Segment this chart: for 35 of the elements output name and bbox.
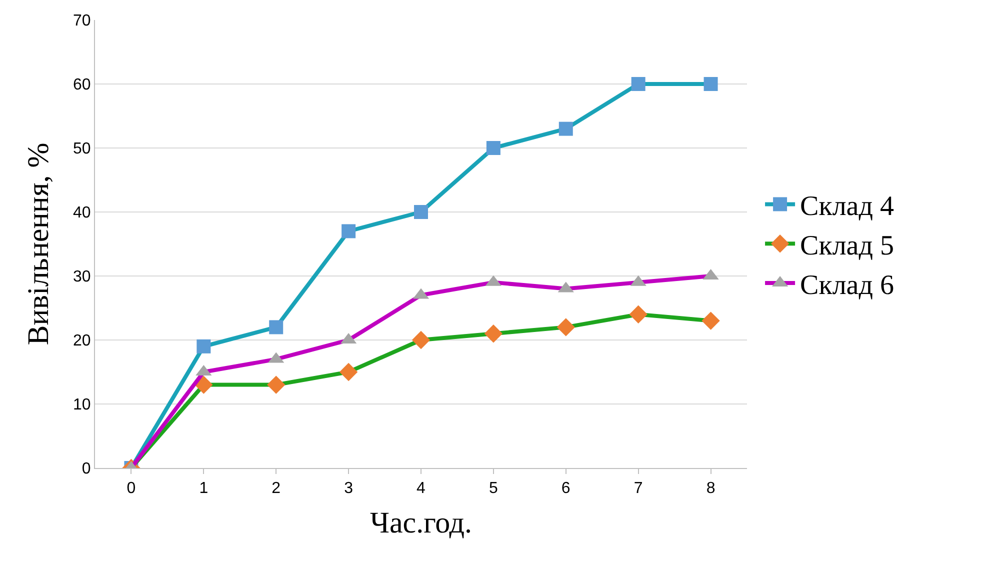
point [558, 122, 573, 136]
x-tick-label: 3 [344, 480, 354, 498]
y-tick-label: 10 [73, 396, 91, 414]
legend-label: Склад 6 [800, 270, 894, 301]
x-tick-label: 0 [126, 480, 136, 498]
y-tick-label: 70 [73, 12, 91, 30]
point [556, 318, 575, 336]
point [704, 77, 718, 91]
x-tick-label: 4 [416, 480, 426, 498]
point [484, 324, 503, 343]
x-tick-label: 1 [199, 480, 208, 498]
point [269, 320, 284, 334]
x-tick-label: 5 [488, 480, 498, 498]
y-tick-label: 50 [73, 140, 91, 158]
x-tick-label: 7 [634, 480, 643, 498]
point [414, 205, 428, 219]
x-tick-label: 2 [272, 480, 281, 498]
x-axis-title: Час.год. [370, 506, 472, 540]
point [486, 141, 500, 155]
legend-label: Склад 5 [800, 230, 894, 262]
y-tick-label: 20 [73, 332, 91, 350]
x-tick-label: 8 [706, 480, 716, 498]
y-tick-label: 30 [73, 268, 91, 286]
y-tick-label: 40 [73, 204, 91, 222]
point [412, 330, 430, 350]
legend-label: Склад 4 [800, 191, 894, 222]
point [342, 224, 356, 238]
point [702, 312, 720, 330]
point [196, 339, 211, 354]
y-tick-label: 0 [82, 460, 91, 478]
point [631, 77, 646, 91]
y-tick-label: 60 [73, 76, 91, 94]
y-axis-title: Вивільнення, % [22, 142, 56, 346]
x-tick-label: 6 [561, 480, 570, 498]
point [629, 305, 648, 324]
